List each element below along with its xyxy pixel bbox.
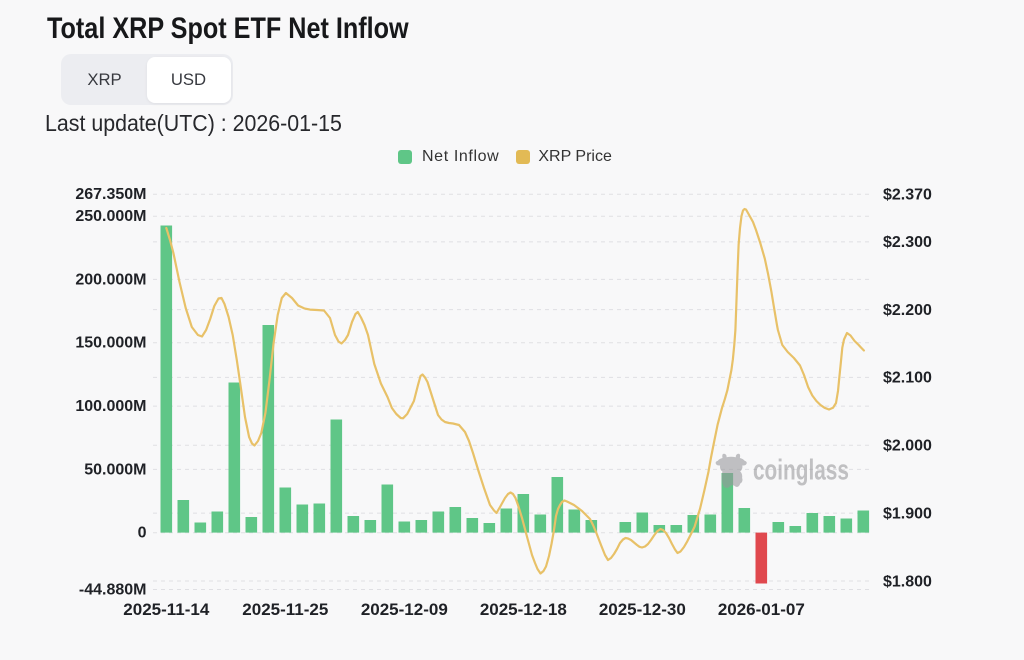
svg-text:$1.900: $1.900 [883, 505, 932, 522]
svg-text:150.000M: 150.000M [75, 335, 146, 352]
svg-text:$2.200: $2.200 [883, 302, 932, 319]
svg-text:$2.300: $2.300 [883, 234, 932, 251]
svg-text:coinglass: coinglass [753, 454, 849, 486]
svg-text:100.000M: 100.000M [75, 398, 146, 415]
svg-text:0: 0 [138, 525, 147, 542]
svg-text:2025-11-14: 2025-11-14 [123, 600, 210, 619]
svg-text:$2.000: $2.000 [883, 438, 932, 455]
svg-text:200.000M: 200.000M [75, 271, 146, 288]
svg-text:$2.100: $2.100 [883, 370, 932, 387]
svg-text:2025-12-18: 2025-12-18 [480, 600, 567, 619]
svg-text:2026-01-07: 2026-01-07 [718, 600, 805, 619]
svg-text:250.000M: 250.000M [75, 208, 146, 225]
svg-text:2025-12-09: 2025-12-09 [361, 600, 448, 619]
svg-text:267.350M: 267.350M [75, 186, 146, 203]
svg-text:2025-11-25: 2025-11-25 [242, 600, 328, 619]
svg-text:50.000M: 50.000M [84, 461, 146, 478]
svg-text:2025-12-30: 2025-12-30 [599, 600, 686, 619]
svg-text:$1.800: $1.800 [883, 573, 932, 590]
svg-text:$2.370: $2.370 [883, 187, 932, 204]
svg-text:-44.880M: -44.880M [79, 581, 147, 598]
